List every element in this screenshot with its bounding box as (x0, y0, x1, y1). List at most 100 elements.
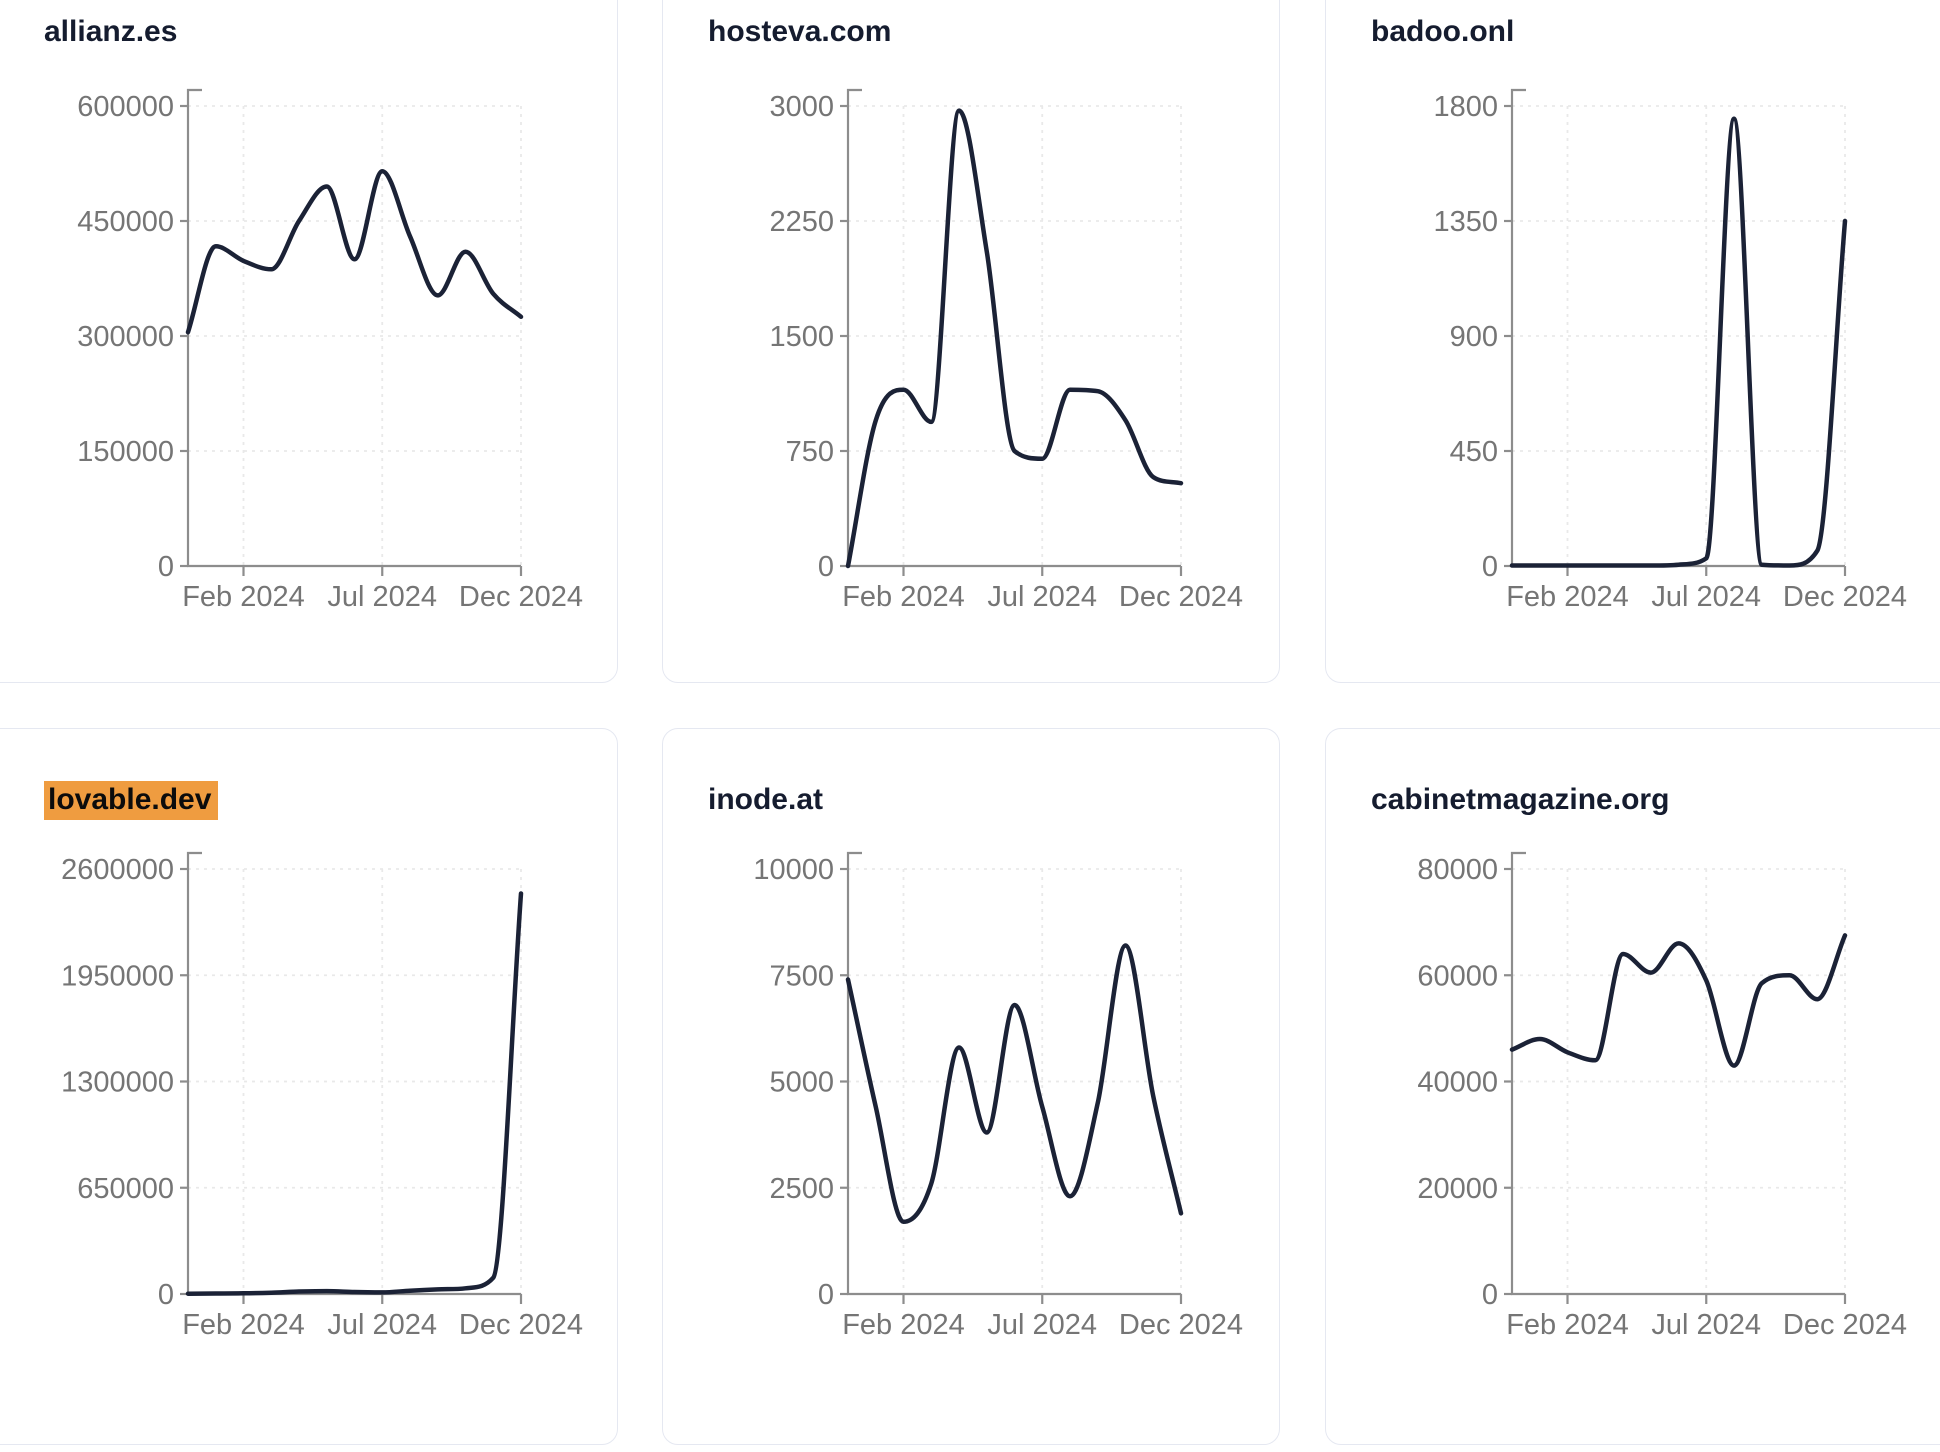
x-axis-labels: Feb 2024 Jul 2024 Dec 2024 (182, 1309, 583, 1341)
axes (840, 88, 1183, 576)
x-tick-label: Dec 2024 (1119, 1309, 1243, 1341)
x-tick-label: Feb 2024 (1506, 1309, 1629, 1341)
y-tick-label: 1300000 (61, 1067, 174, 1099)
y-tick-label: 750 (786, 436, 834, 468)
y-tick-label: 1800 (1433, 91, 1498, 123)
y-axis-labels: 0 150000 300000 450000 600000 (77, 91, 174, 583)
y-axis-labels: 0 450 900 1350 1800 (1433, 91, 1498, 583)
x-tick-label: Jul 2024 (327, 1309, 437, 1341)
chart-title-text: badoo.onl (1371, 15, 1515, 48)
chart-card-lovable-dev: lovable.dev 0 650000 1300000 1950000 2600000… (0, 728, 618, 1445)
x-tick-label: Jul 2024 (1651, 581, 1761, 613)
chart-title-text: hosteva.com (708, 15, 892, 48)
chart-title-text: inode.at (708, 783, 824, 816)
y-tick-label: 1500 (769, 321, 834, 353)
x-tick-label: Dec 2024 (1783, 581, 1907, 613)
axes (1504, 88, 1847, 576)
y-tick-label: 450000 (77, 206, 174, 238)
gridlines (848, 868, 1182, 1294)
line-chart: 0 650000 1300000 1950000 2600000 Feb 2024 Jul … (61, 851, 583, 1341)
axis-line (1510, 851, 1845, 1296)
y-axis-labels: 0 650000 1300000 1950000 2600000 (61, 854, 174, 1311)
x-tick-label: Dec 2024 (459, 1309, 583, 1341)
y-tick-label: 20000 (1417, 1173, 1498, 1205)
y-tick-label: 10000 (753, 854, 834, 886)
y-tick-label: 60000 (1417, 960, 1498, 992)
chart-title: allianz.es (44, 13, 177, 51)
y-tick-label: 2600000 (61, 854, 174, 886)
y-tick-label: 80000 (1417, 854, 1498, 886)
x-tick-label: Dec 2024 (459, 581, 583, 613)
chart-card-badoo-onl: badoo.onl 0 450 900 1350 1800 Feb 2024 Jul 202… (1325, 0, 1940, 683)
y-tick-label: 1950000 (61, 960, 174, 992)
x-tick-label: Dec 2024 (1119, 581, 1243, 613)
y-tick-label: 0 (818, 551, 834, 583)
chart-title-text: lovable.dev (44, 781, 219, 820)
y-tick-label: 2500 (769, 1173, 834, 1205)
gridlines (1512, 105, 1846, 566)
chart-card-cabinetmagazine-org: cabinetmagazine.org 0 20000 40000 60000 8000… (1325, 728, 1940, 1445)
x-tick-label: Dec 2024 (1783, 1309, 1907, 1341)
y-tick-label: 900 (1450, 321, 1498, 353)
chart-title: inode.at (708, 781, 823, 819)
x-axis-labels: Feb 2024 Jul 2024 Dec 2024 (182, 581, 583, 613)
x-tick-label: Jul 2024 (987, 1309, 1097, 1341)
chart-card-inode-at: inode.at 0 2500 5000 7500 10000 Feb 2024 Jul 2… (662, 728, 1280, 1445)
x-tick-label: Jul 2024 (987, 581, 1097, 613)
x-tick-label: Feb 2024 (182, 581, 305, 613)
series-line (185, 168, 524, 335)
y-tick-label: 40000 (1417, 1067, 1498, 1099)
series-line (185, 891, 524, 1296)
chart-title: lovable.dev (44, 781, 219, 820)
gridlines (188, 868, 522, 1294)
chart-title-text: cabinetmagazine.org (1371, 783, 1670, 816)
y-tick-label: 0 (1482, 1279, 1498, 1311)
line-chart: 0 750 1500 2250 3000 Feb 2024 Jul 2024 Dec 2024 (769, 88, 1243, 613)
y-tick-label: 150000 (77, 436, 174, 468)
y-axis-labels: 0 20000 40000 60000 80000 (1417, 854, 1498, 1311)
y-tick-label: 450 (1450, 436, 1498, 468)
x-axis-labels: Feb 2024 Jul 2024 Dec 2024 (1506, 581, 1907, 613)
y-tick-label: 300000 (77, 321, 174, 353)
axes (180, 851, 523, 1304)
x-tick-label: Feb 2024 (1506, 581, 1629, 613)
y-tick-label: 7500 (769, 960, 834, 992)
axes (180, 88, 523, 576)
x-axis-labels: Feb 2024 Jul 2024 Dec 2024 (1506, 1309, 1907, 1341)
x-tick-label: Jul 2024 (327, 581, 437, 613)
axis-line (846, 851, 1181, 1296)
y-tick-label: 650000 (77, 1173, 174, 1205)
line-chart: 0 150000 300000 450000 600000 Feb 2024 Jul 202… (77, 88, 583, 613)
gridlines (848, 105, 1182, 566)
series-line (1509, 933, 1848, 1068)
axis-line (186, 88, 521, 568)
x-tick-label: Feb 2024 (842, 581, 965, 613)
axes (840, 851, 1183, 1304)
chart-title: hosteva.com (708, 13, 891, 51)
series-line (845, 108, 1184, 569)
axes (1504, 851, 1847, 1304)
line-chart: 0 450 900 1350 1800 Feb 2024 Jul 2024 Dec 2024 (1433, 88, 1907, 613)
y-tick-label: 600000 (77, 91, 174, 123)
axis-line (186, 851, 521, 1296)
axis-line (1510, 88, 1845, 568)
y-tick-label: 3000 (769, 91, 834, 123)
x-tick-label: Jul 2024 (1651, 1309, 1761, 1341)
y-tick-label: 2250 (769, 206, 834, 238)
series-line (1509, 116, 1848, 568)
x-axis-labels: Feb 2024 Jul 2024 Dec 2024 (842, 581, 1243, 613)
y-tick-label: 0 (1482, 551, 1498, 583)
axis-line (846, 88, 1181, 568)
y-tick-label: 0 (158, 1279, 174, 1311)
y-tick-label: 0 (818, 1279, 834, 1311)
line-chart: 0 2500 5000 7500 10000 Feb 2024 Jul 2024 Dec 20… (753, 851, 1243, 1341)
y-axis-labels: 0 2500 5000 7500 10000 (753, 854, 834, 1311)
chart-card-hosteva-com: hosteva.com 0 750 1500 2250 3000 Feb 2024 Jul … (662, 0, 1280, 683)
x-tick-label: Feb 2024 (182, 1309, 305, 1341)
chart-title-text: allianz.es (44, 15, 178, 48)
series-line (845, 943, 1184, 1225)
y-tick-label: 1350 (1433, 206, 1498, 238)
chart-card-allianz-es: allianz.es 0 150000 300000 450000 600000 Feb … (0, 0, 618, 683)
y-tick-label: 5000 (769, 1067, 834, 1099)
